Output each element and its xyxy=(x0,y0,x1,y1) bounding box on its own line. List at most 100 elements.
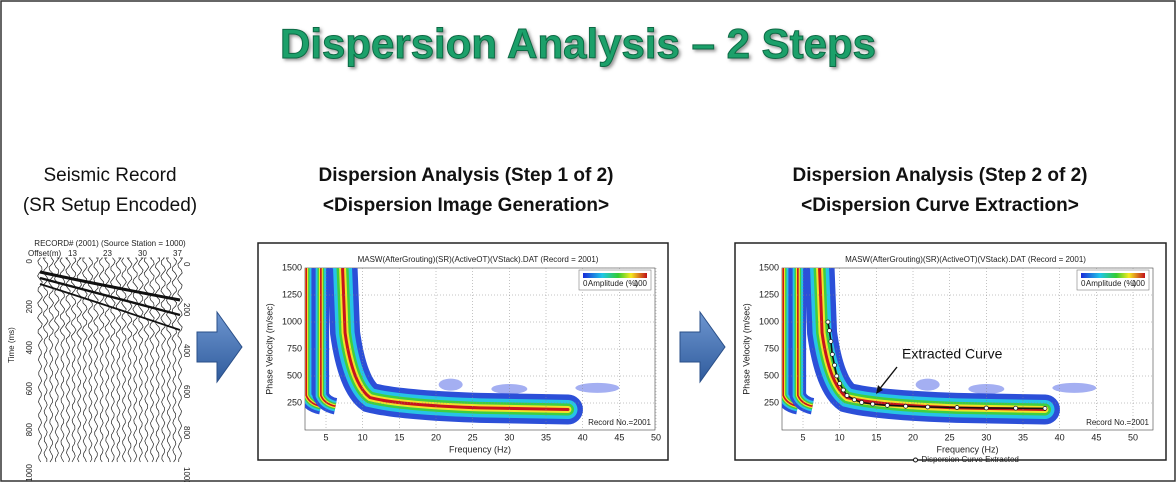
legend-min: 0 xyxy=(1081,279,1086,288)
legend-max: 100 xyxy=(634,279,648,288)
curve-point xyxy=(954,405,960,410)
x-tick-label: 35 xyxy=(1018,432,1028,442)
legend-colorbar xyxy=(1081,273,1145,278)
seismic-trace xyxy=(59,257,66,463)
seismic-trace xyxy=(70,257,77,463)
seismic-trace xyxy=(177,257,184,463)
curve-point xyxy=(834,373,840,379)
x-tick-label: 45 xyxy=(614,432,624,442)
axis-label: Frequency (Hz) xyxy=(936,444,998,454)
curve-point xyxy=(983,405,989,411)
y-tick-label: 200 xyxy=(182,303,191,317)
seismic-trace xyxy=(132,257,139,463)
y-tick-label: 1000 xyxy=(182,467,191,482)
column-heading: (SR Setup Encoded) xyxy=(23,195,197,216)
y-tick-label: 400 xyxy=(182,344,191,358)
legend-min: 0 xyxy=(583,279,588,288)
seismic-trace xyxy=(42,257,49,463)
record-title: RECORD# (2001) (Source Station = 1000) xyxy=(34,239,186,248)
axis-label: Phase Velocity (m/sec) xyxy=(264,303,274,395)
dispersion-image xyxy=(305,268,620,425)
energy-blob xyxy=(438,378,463,391)
x-tick-label: 25 xyxy=(945,432,955,442)
y-tick-label: 0 xyxy=(25,258,34,263)
y-tick-label: 800 xyxy=(25,422,34,436)
x-tick-label: 5 xyxy=(323,432,328,442)
curve-point xyxy=(1042,406,1048,411)
y-tick-label: 750 xyxy=(287,343,302,353)
seismic-trace xyxy=(109,257,116,463)
column-heading: Dispersion Analysis (Step 1 of 2) xyxy=(319,165,614,186)
y-tick-label: 250 xyxy=(287,397,302,407)
axis-label: Frequency (Hz) xyxy=(449,444,511,454)
curve-legend-marker xyxy=(913,457,918,463)
curve-point xyxy=(844,393,850,398)
seismic-trace xyxy=(37,257,43,463)
legend-colorbar xyxy=(583,273,647,278)
seismic-trace xyxy=(143,257,150,463)
y-tick-label: 1500 xyxy=(282,262,302,272)
seismic-trace xyxy=(65,257,71,463)
x-tick-label: 30 xyxy=(981,432,991,442)
y-tick-label: 600 xyxy=(182,385,191,399)
legend-label: Amplitude (%) xyxy=(1086,279,1137,288)
y-tick-label: 750 xyxy=(764,343,779,353)
x-tick-label: 40 xyxy=(1055,432,1065,442)
panel-title: MASW(AfterGrouting)(SR)(ActiveOT)(VStack… xyxy=(358,255,599,264)
first-arrival xyxy=(39,283,181,331)
y-tick-label: 200 xyxy=(25,299,34,313)
seismic-trace xyxy=(160,257,167,463)
curve-point xyxy=(859,400,865,405)
x-tick-label: 15 xyxy=(394,432,404,442)
column-heading: <Dispersion Image Generation> xyxy=(323,195,609,216)
curve-point xyxy=(825,319,831,325)
panel-title: MASW(AfterGrouting)(SR)(ActiveOT)(VStack… xyxy=(845,255,1086,264)
x-tick-label: 20 xyxy=(431,432,441,442)
seismic-trace xyxy=(93,257,99,463)
x-tick-label: 35 xyxy=(541,432,551,442)
y-tick-label: 1000 xyxy=(25,463,34,481)
axis-label: Time (ms) xyxy=(7,327,16,363)
column-heading: Dispersion Analysis (Step 2 of 2) xyxy=(793,165,1088,186)
energy-blob xyxy=(575,382,620,393)
curve-point xyxy=(851,397,857,403)
energy-stripe xyxy=(320,268,336,408)
curve-legend: Dispersion Curve Extracted xyxy=(922,455,1019,464)
seismic-traces xyxy=(37,257,184,463)
axis-label: Offset(m) xyxy=(28,249,62,258)
curve-point xyxy=(832,362,837,368)
x-tick-label: 20 xyxy=(908,432,918,442)
step-arrow xyxy=(679,310,726,384)
curve-point xyxy=(829,352,835,357)
seismic-trace xyxy=(76,257,83,463)
step-arrow xyxy=(196,310,243,384)
curve-point xyxy=(903,403,909,409)
seismic-trace xyxy=(149,257,155,463)
slide-title: Dispersion Analysis – 2 Steps xyxy=(280,20,876,67)
annotation-arrow xyxy=(877,366,898,392)
curve-point xyxy=(827,328,832,333)
first-arrival xyxy=(39,276,181,317)
x-tick-label: 30 xyxy=(138,249,147,258)
curve-point xyxy=(837,381,843,386)
x-tick-label: 37 xyxy=(173,249,182,258)
y-tick-label: 500 xyxy=(287,370,302,380)
seismic-trace xyxy=(98,257,105,463)
y-tick-label: 0 xyxy=(182,262,191,267)
energy-blob xyxy=(915,378,940,391)
seismic-trace xyxy=(48,257,55,463)
x-tick-label: 50 xyxy=(651,432,661,442)
curve-point xyxy=(828,339,834,344)
x-tick-label: 40 xyxy=(578,432,588,442)
legend-label: Amplitude (%) xyxy=(588,279,639,288)
seismic-trace xyxy=(104,257,111,463)
curve-point xyxy=(884,403,890,408)
y-tick-label: 1250 xyxy=(759,289,779,299)
record-note: Record No.=2001 xyxy=(1086,418,1149,427)
y-tick-label: 1000 xyxy=(282,316,302,326)
x-tick-label: 30 xyxy=(504,432,514,442)
column-heading: Seismic Record xyxy=(43,165,176,186)
curve-point xyxy=(870,401,876,407)
y-tick-label: 500 xyxy=(764,370,779,380)
